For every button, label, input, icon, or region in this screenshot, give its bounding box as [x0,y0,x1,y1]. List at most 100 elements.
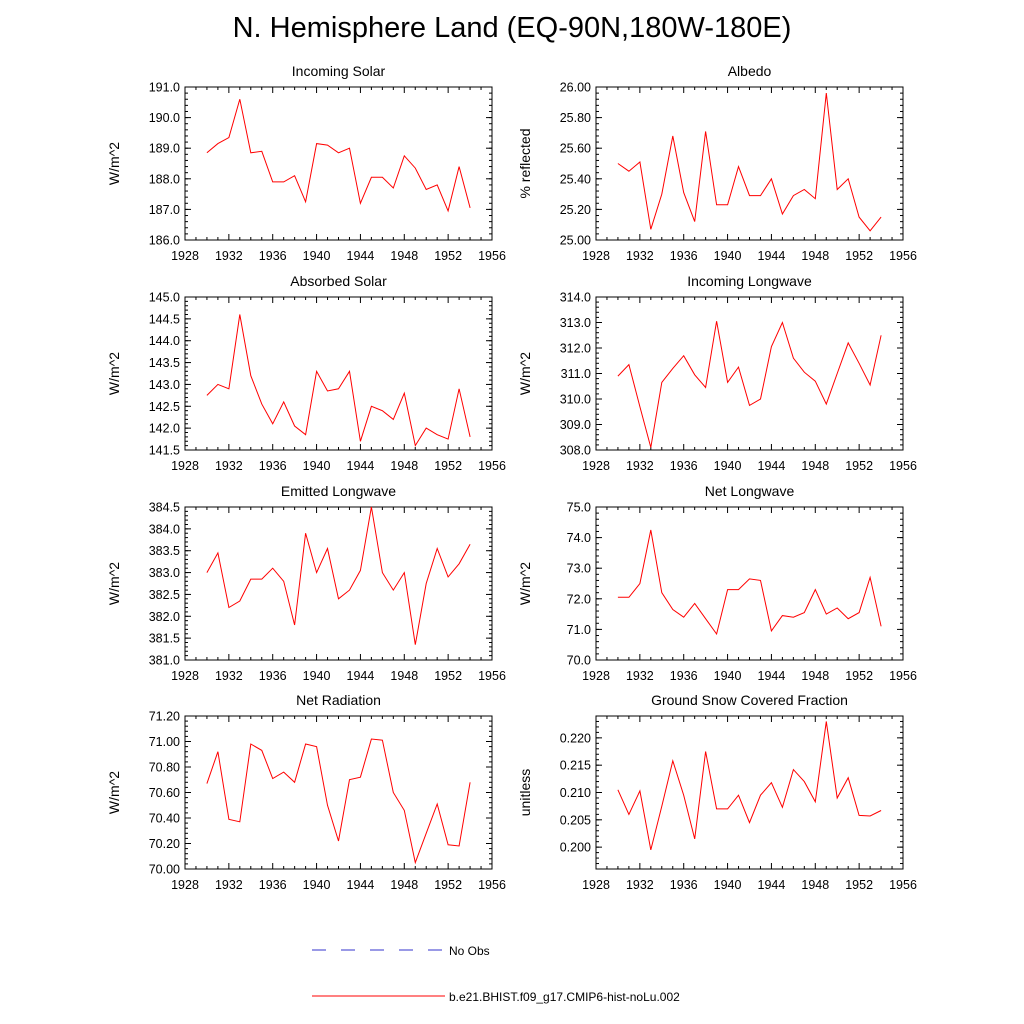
y-tick-label: 70.60 [149,786,180,800]
x-tick-label: 1944 [758,878,786,892]
y-tick-label: 381.0 [149,654,180,668]
y-tick-label: 144.0 [149,334,180,348]
x-tick-label: 1948 [390,878,418,892]
x-tick-label: 1940 [714,459,742,473]
x-tick-label: 1956 [889,459,917,473]
x-tick-label: 1956 [478,249,506,263]
x-tick-label: 1956 [889,669,917,683]
y-tick-label: 141.5 [149,444,180,458]
x-tick-label: 1928 [582,249,610,263]
x-tick-label: 1956 [889,878,917,892]
y-tick-label: 309.0 [560,418,591,432]
x-tick-label: 1932 [626,459,654,473]
series-line [617,321,882,448]
panel-albedo: 1928 1932 1936 1940 1944 1948 1952 1956 25.00 25.… [517,63,917,263]
x-tick-label: 1936 [670,249,698,263]
y-tick-label: 72.0 [567,592,591,606]
x-tick-label: 1932 [215,459,243,473]
y-tick-label: 382.5 [149,588,180,602]
x-tick-label: 1928 [171,878,199,892]
y-tick-label: 71.0 [567,623,591,637]
x-tick-label: 1956 [478,878,506,892]
y-tick-label: 383.0 [149,566,180,580]
x-tick-label: 1932 [215,249,243,263]
x-tick-label: 1932 [215,669,243,683]
y-tick-label: 0.205 [560,813,591,827]
panel-absorbed-solar: 1928 1932 1936 1940 1944 1948 1952 1956 141.5 142… [106,273,506,473]
y-tick-label: 26.00 [560,81,591,95]
y-tick-label: 191.0 [149,81,180,95]
panel-net-longwave: 1928 1932 1936 1940 1944 1948 1952 1956 70.0 71.0… [517,483,917,683]
panel-title: Emitted Longwave [281,483,396,499]
panel-incoming-longwave: 1928 1932 1936 1940 1944 1948 1952 1956 308.0 309… [517,273,917,473]
y-axis-label: unitless [517,769,533,816]
x-tick-label: 1940 [714,878,742,892]
series-line [617,721,882,851]
y-tick-label: 313.0 [560,316,591,330]
x-tick-label: 1932 [626,669,654,683]
y-tick-label: 189.0 [149,142,180,156]
x-tick-label: 1940 [714,669,742,683]
series-line [617,529,882,636]
x-tick-label: 1952 [434,249,462,263]
x-tick-label: 1948 [801,459,829,473]
y-tick-label: 311.0 [561,367,591,381]
x-tick-label: 1952 [434,669,462,683]
y-tick-label: 145.0 [149,291,180,305]
x-tick-label: 1932 [626,249,654,263]
plot-frame [595,86,904,241]
panels-group: 1928 1932 1936 1940 1944 1948 1952 1956 186.0 187… [106,63,917,892]
y-axis-label: W/m^2 [517,352,533,395]
y-tick-label: 383.5 [149,544,180,558]
y-tick-label: 143.5 [149,356,180,370]
x-tick-label: 1952 [845,459,873,473]
y-tick-label: 0.215 [560,759,591,773]
panel-title: Net Longwave [705,483,795,499]
series-line [206,506,471,645]
y-tick-label: 314.0 [560,291,591,305]
legend-label-no-obs: No Obs [449,944,490,958]
legend: No Obs b.e21.BHIST.f09_g17.CMIP6-hist-no… [312,944,680,1004]
x-tick-label: 1944 [347,878,375,892]
y-tick-label: 0.210 [560,786,591,800]
y-tick-label: 142.0 [149,422,180,436]
y-tick-label: 71.20 [149,710,180,724]
x-tick-label: 1932 [215,878,243,892]
x-tick-label: 1956 [889,249,917,263]
panel-title: Incoming Solar [292,63,386,79]
y-tick-label: 25.40 [560,172,591,186]
x-tick-label: 1928 [171,459,199,473]
y-tick-label: 310.0 [560,393,591,407]
plot-frame [595,506,904,661]
y-tick-label: 187.0 [149,203,180,217]
y-tick-label: 0.200 [560,841,591,855]
y-tick-label: 74.0 [567,531,591,545]
x-tick-label: 1944 [347,249,375,263]
y-axis-label: % reflected [517,128,533,198]
x-tick-label: 1936 [259,249,287,263]
y-tick-label: 190.0 [149,111,180,125]
y-tick-label: 143.0 [149,378,180,392]
x-tick-label: 1940 [303,249,331,263]
x-tick-label: 1952 [845,249,873,263]
y-axis-label: W/m^2 [106,142,122,185]
plot-frame [184,506,493,661]
x-tick-label: 1928 [582,669,610,683]
x-tick-label: 1948 [801,669,829,683]
panel-emitted-longwave: 1928 1932 1936 1940 1944 1948 1952 1956 381.0 381… [106,483,506,683]
x-tick-label: 1952 [845,878,873,892]
y-tick-label: 25.80 [560,111,591,125]
x-tick-label: 1940 [303,878,331,892]
x-tick-label: 1928 [171,249,199,263]
panel-title: Absorbed Solar [290,273,387,289]
figure-title: N. Hemisphere Land (EQ-90N,180W-180E) [232,12,792,44]
y-tick-label: 70.00 [149,863,180,877]
x-tick-label: 1944 [758,459,786,473]
series-line [206,99,471,213]
y-tick-label: 70.40 [149,812,180,826]
x-tick-label: 1948 [390,459,418,473]
x-tick-label: 1944 [347,669,375,683]
y-tick-label: 75.0 [567,501,591,515]
y-tick-label: 73.0 [567,562,591,576]
